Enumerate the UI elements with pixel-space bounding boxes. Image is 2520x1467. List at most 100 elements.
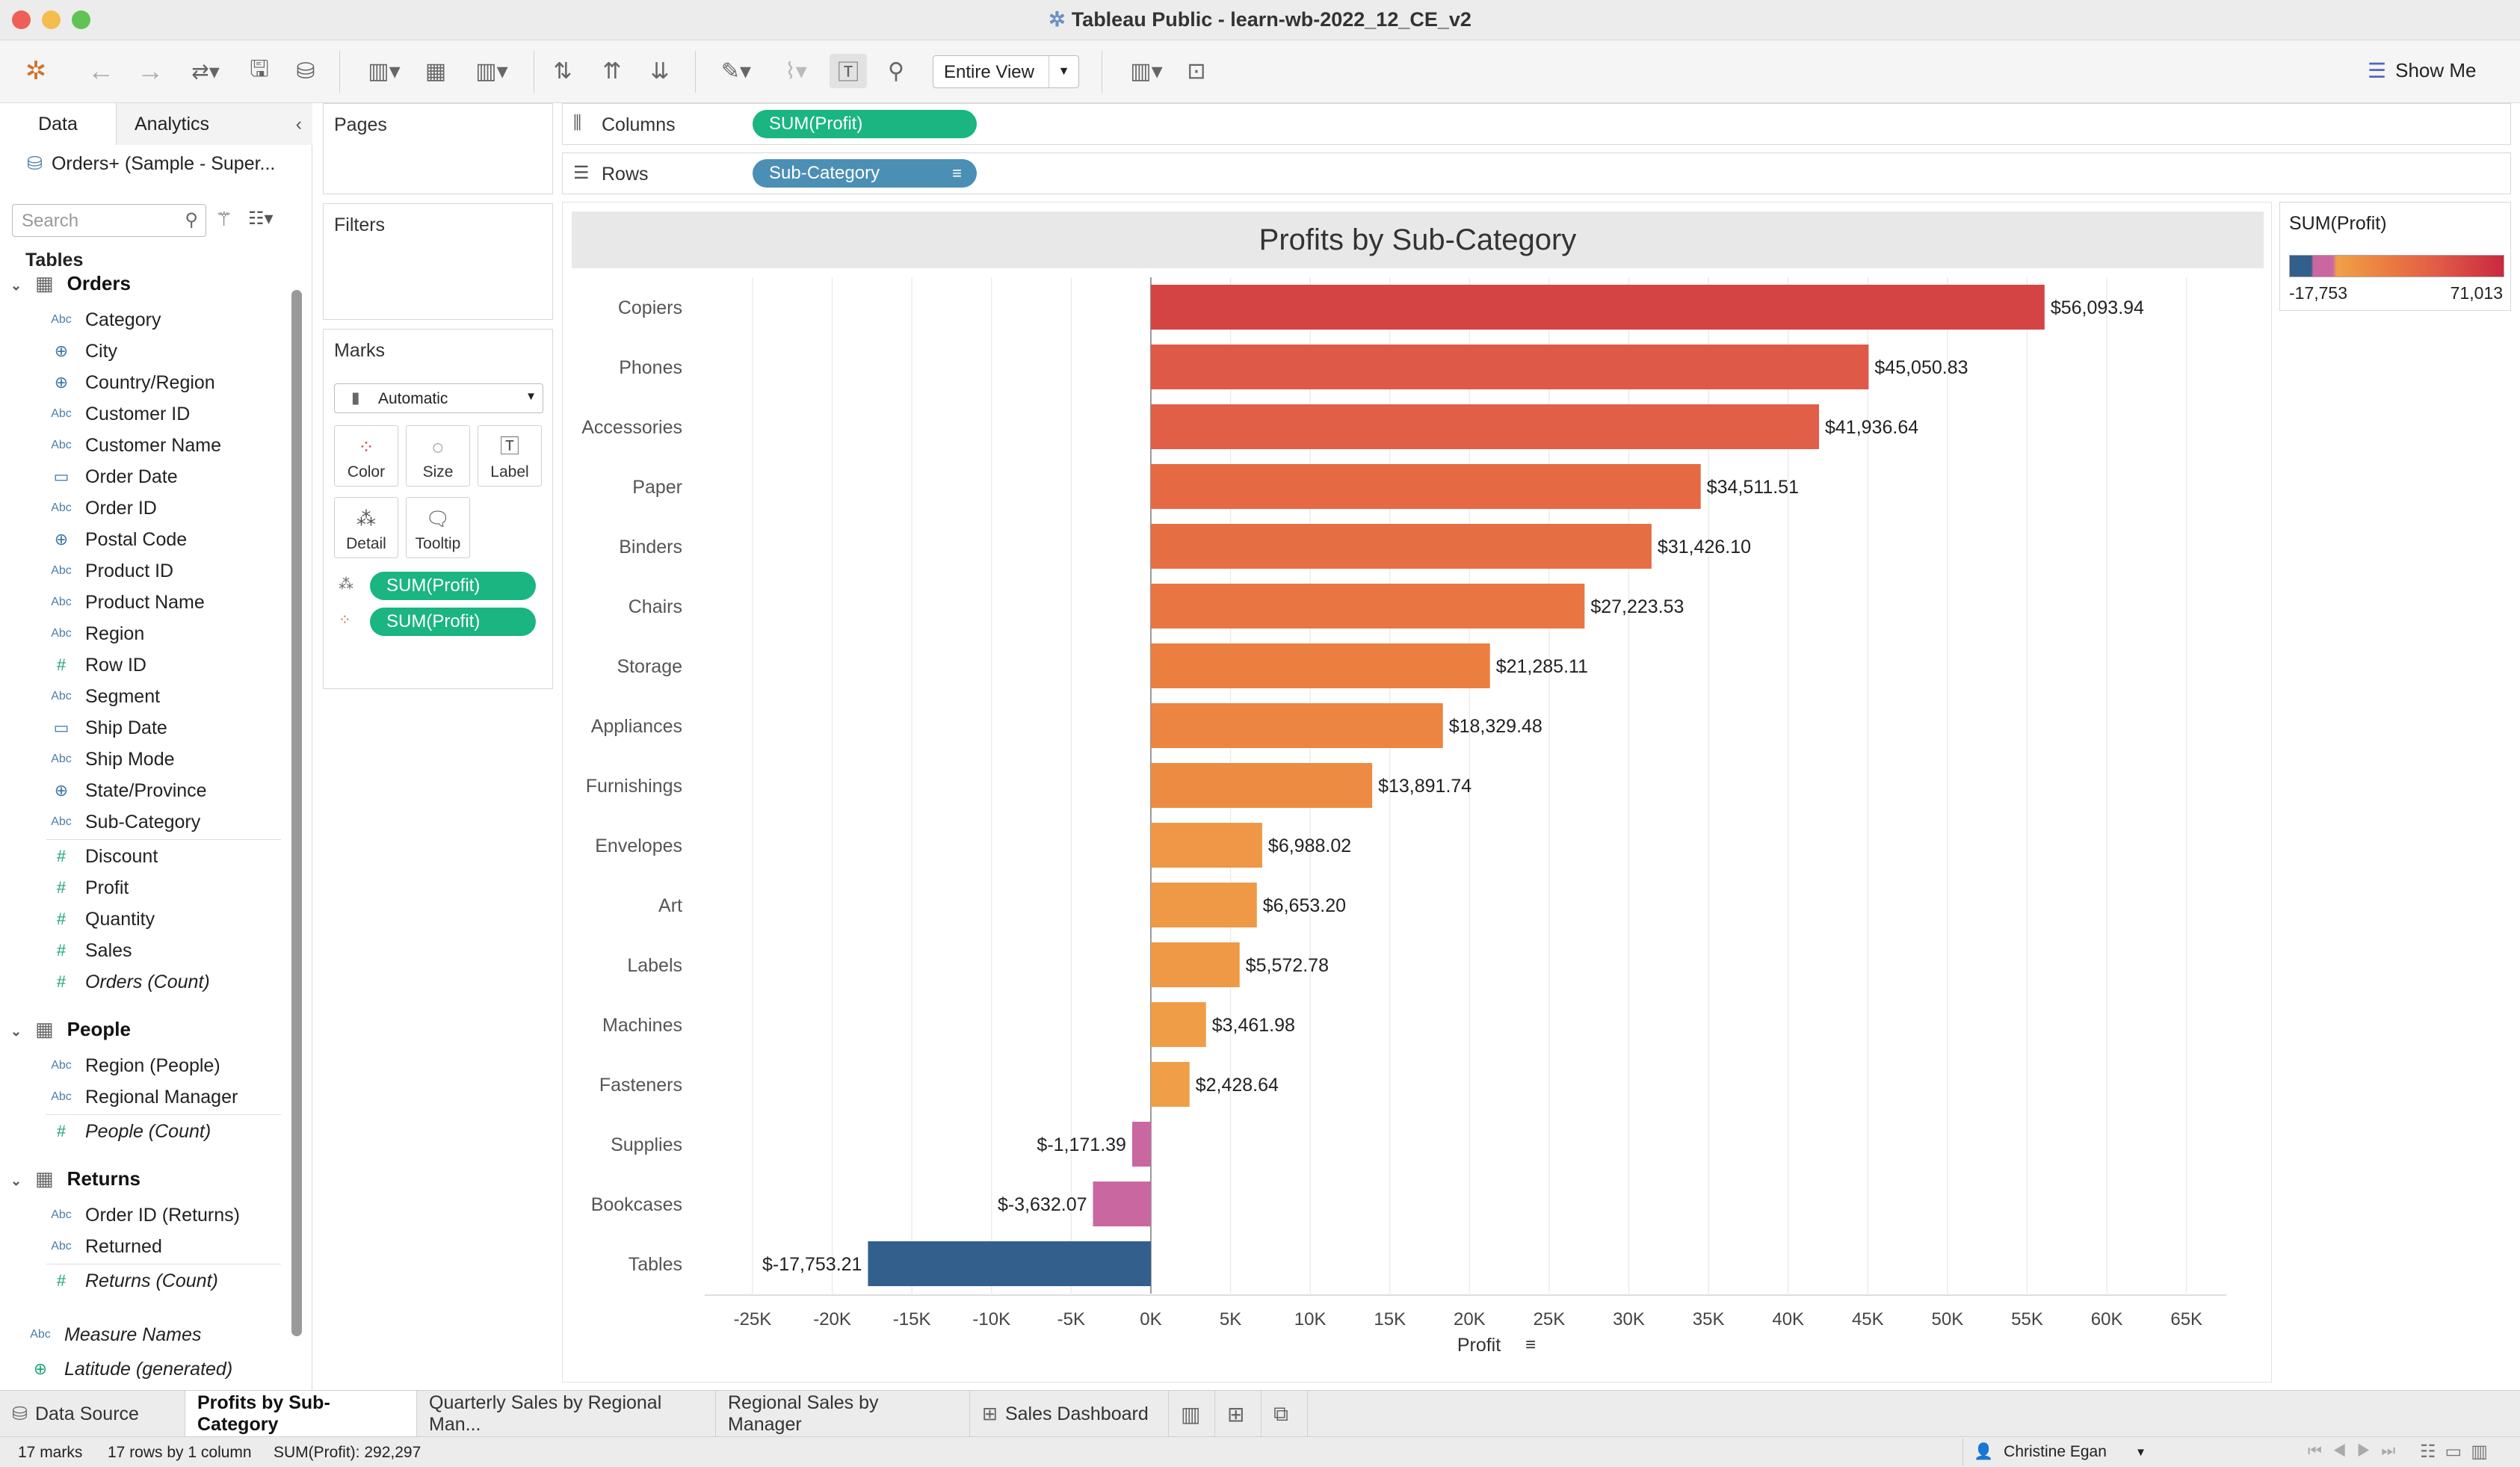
bar[interactable] xyxy=(1150,883,1257,927)
columns-pill[interactable]: SUM(Profit) xyxy=(753,110,977,138)
tab-profits-by-sub-category[interactable]: Profits by Sub-Category xyxy=(185,1391,417,1437)
swap-rows-columns-icon[interactable]: ⇅ xyxy=(553,58,572,84)
measure-item[interactable]: # Discount xyxy=(46,841,158,871)
tooltip-button[interactable]: 🗨 Tooltip xyxy=(406,497,470,558)
table-group[interactable]: ⌄ ▦ Returns xyxy=(10,1167,140,1190)
duplicate-sheet-icon[interactable]: ▦ xyxy=(424,58,447,84)
field-item[interactable]: ▭ Ship Date xyxy=(46,713,167,743)
mark-pill-detail[interactable]: SUM(Profit) xyxy=(370,572,536,600)
new-dashboard-icon[interactable]: ⊞ xyxy=(1215,1391,1261,1437)
sort-icon[interactable]: ≡ xyxy=(1525,1335,1536,1355)
close-window-button[interactable] xyxy=(12,10,31,29)
tab-quarterly-sales[interactable]: Quarterly Sales by Regional Man... xyxy=(417,1391,716,1437)
undo-icon[interactable]: ← xyxy=(87,55,114,86)
bar[interactable] xyxy=(1150,1062,1190,1107)
field-item[interactable]: Abc Regional Manager xyxy=(46,1082,238,1112)
rows-pill[interactable]: Sub-Category ≡ xyxy=(753,159,977,188)
field-item[interactable]: ⊕ State/Province xyxy=(46,776,207,806)
redo-icon[interactable]: → xyxy=(137,55,164,86)
filters-card[interactable]: Filters xyxy=(323,203,553,320)
extra-field[interactable]: ⊕ Latitude (generated) xyxy=(25,1354,232,1384)
tab-analytics[interactable]: Analytics ‹ xyxy=(117,103,312,145)
count-item[interactable]: # People (Count) xyxy=(46,1117,211,1146)
bar-chart[interactable]: Profits by Sub-Category $56,093.94 $45,05… xyxy=(563,203,2273,1383)
minimize-window-button[interactable] xyxy=(42,10,61,29)
pages-card[interactable]: Pages xyxy=(323,103,553,194)
field-item[interactable]: Abc Region (People) xyxy=(46,1051,220,1081)
tab-sales-dashboard[interactable]: ⊞ Sales Dashboard xyxy=(970,1391,1169,1437)
bar[interactable] xyxy=(1150,1002,1206,1047)
bar[interactable] xyxy=(1150,823,1262,868)
worksheet-view[interactable]: Profits by Sub-Category $56,093.94 $45,05… xyxy=(562,202,2272,1383)
label-button[interactable]: 🅃 Label xyxy=(478,425,542,487)
highlight-icon[interactable]: ✎▾ xyxy=(720,58,752,84)
bar[interactable] xyxy=(1150,703,1443,748)
field-item[interactable]: Abc Returned xyxy=(46,1232,162,1261)
detail-button[interactable]: ⁂ Detail xyxy=(334,497,398,558)
data-source-item[interactable]: ⛁ Orders+ (Sample - Super... xyxy=(27,152,276,175)
field-item[interactable]: ⊕ Country/Region xyxy=(46,368,215,398)
bar[interactable] xyxy=(1150,643,1490,688)
field-item[interactable]: ▭ Order Date xyxy=(46,462,178,492)
columns-shelf[interactable]: ⫼ Columns SUM(Profit) xyxy=(562,103,2511,145)
field-item[interactable]: Abc Category xyxy=(46,305,161,335)
bar[interactable] xyxy=(1131,1122,1151,1167)
tab-regional-sales[interactable]: Regional Sales by Manager xyxy=(716,1391,970,1437)
field-item[interactable]: # Row ID xyxy=(46,650,146,680)
show-me-button[interactable]: ☰ Show Me xyxy=(2368,59,2477,82)
mark-type-select[interactable]: ▮ Automatic ▼ xyxy=(334,383,543,413)
bar[interactable] xyxy=(1150,942,1240,987)
replay-icon[interactable]: ⇄▾ xyxy=(191,59,220,83)
field-item[interactable]: Abc Sub-Category xyxy=(46,807,200,837)
measure-item[interactable]: # Profit xyxy=(46,873,129,903)
bar[interactable] xyxy=(1150,404,1820,449)
tab-data-source[interactable]: ⛁ Data Source xyxy=(0,1391,185,1437)
fix-axes-icon[interactable]: ⚲ xyxy=(888,58,904,84)
view-mode-icons[interactable]: ☷▭▥ xyxy=(2420,1442,2497,1462)
tableau-logo-icon[interactable]: ✲ xyxy=(25,57,47,85)
field-item[interactable]: Abc Order ID (Returns) xyxy=(46,1200,240,1230)
sheet-navigation-icons[interactable]: ⏮◀▶⏭ xyxy=(2308,1442,2406,1460)
color-button[interactable]: ⁘ Color xyxy=(334,425,398,487)
field-item[interactable]: Abc Product Name xyxy=(46,587,205,617)
clear-sheet-icon[interactable]: ▥▾ xyxy=(475,58,508,84)
count-item[interactable]: # Returns (Count) xyxy=(46,1266,218,1296)
show-mark-labels-icon[interactable]: 🅃 xyxy=(830,54,867,88)
zoom-window-button[interactable] xyxy=(72,10,90,29)
field-item[interactable]: Abc Product ID xyxy=(46,556,173,586)
field-item[interactable]: Abc Customer Name xyxy=(46,430,221,460)
extra-field[interactable]: Abc Measure Names xyxy=(25,1320,201,1350)
bar[interactable] xyxy=(1093,1182,1151,1226)
bar[interactable] xyxy=(1150,524,1652,569)
mark-pill-color[interactable]: SUM(Profit) xyxy=(370,608,536,636)
measure-item[interactable]: # Quantity xyxy=(46,904,155,934)
table-group[interactable]: ⌄ ▦ Orders xyxy=(10,272,131,294)
field-item[interactable]: Abc Customer ID xyxy=(46,399,190,429)
size-button[interactable]: ◌ Size xyxy=(406,425,470,487)
view-options-icon[interactable]: ☷▾ xyxy=(248,209,274,229)
field-item[interactable]: Abc Segment xyxy=(46,682,160,711)
bar[interactable] xyxy=(1150,285,2045,330)
presentation-mode-icon[interactable]: ⊡ xyxy=(1187,58,1206,84)
bar[interactable] xyxy=(1150,464,1701,509)
x-axis-title[interactable]: Profit xyxy=(1457,1335,1501,1356)
fit-mode-select[interactable]: Entire View ▼ xyxy=(933,55,1079,88)
field-item[interactable]: Abc Ship Mode xyxy=(46,744,174,774)
measure-item[interactable]: # Sales xyxy=(46,936,132,966)
tab-data[interactable]: Data xyxy=(0,103,117,145)
collapse-pane-icon[interactable]: ‹ xyxy=(295,113,302,135)
field-item[interactable]: ⊕ Postal Code xyxy=(46,525,187,555)
bar[interactable] xyxy=(1150,584,1585,629)
field-item[interactable]: Abc Order ID xyxy=(46,493,157,523)
show-cards-icon[interactable]: ▥▾ xyxy=(1130,58,1163,84)
group-members-icon[interactable]: ⌇▾ xyxy=(785,58,807,84)
color-legend[interactable]: SUM(Profit) -17,753 71,013 xyxy=(2279,202,2511,311)
rows-shelf[interactable]: ☰ Rows Sub-Category ≡ xyxy=(562,152,2511,194)
count-item[interactable]: # Orders (Count) xyxy=(46,967,210,997)
bar[interactable] xyxy=(1150,345,1869,389)
new-worksheet-icon[interactable]: ▥▾ xyxy=(368,58,401,84)
new-story-icon[interactable]: ⧉ xyxy=(1261,1391,1308,1437)
bar[interactable] xyxy=(868,1241,1151,1286)
field-item[interactable]: ⊕ City xyxy=(46,336,117,366)
user-menu[interactable]: 👤 Christine Egan ▼ xyxy=(1962,1439,2146,1466)
